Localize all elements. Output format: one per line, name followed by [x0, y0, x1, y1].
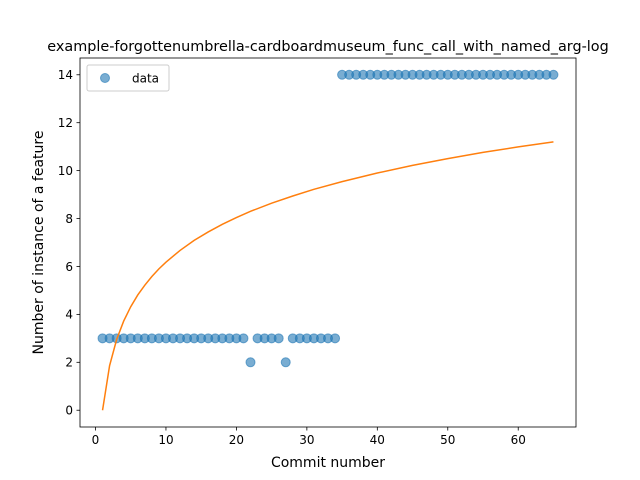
legend-box [86, 64, 170, 92]
x-tick-label: 20 [229, 433, 244, 447]
y-tick-label: 8 [65, 212, 73, 226]
x-tick-label: 60 [511, 433, 526, 447]
y-tick-label: 6 [65, 260, 73, 274]
y-tick-label: 12 [58, 116, 73, 130]
legend-label-data: data [132, 72, 159, 86]
data-point [273, 333, 284, 344]
y-tick-label: 2 [65, 356, 73, 370]
x-axis-label: Commit number [271, 455, 385, 471]
axes-frame [79, 57, 577, 428]
plot-area [97, 69, 559, 411]
ticks: 0 10 20 30 40 50 60 0 2 4 6 8 10 12 14 [58, 68, 526, 447]
data-point [330, 333, 341, 344]
fit-line [101, 141, 554, 411]
x-tick-label: 0 [92, 433, 100, 447]
y-axis-label: Number of instance of a feature [31, 131, 47, 355]
chart-title: example-forgottenumbrella-cardboardmuseu… [47, 39, 608, 55]
legend: data [86, 64, 170, 92]
x-tick-label: 10 [158, 433, 173, 447]
data-point [548, 69, 559, 80]
data-point [245, 357, 256, 368]
x-tick-label: 50 [440, 433, 455, 447]
x-tick-label: 30 [299, 433, 314, 447]
data-point [280, 357, 291, 368]
data-point [238, 333, 249, 344]
y-tick-label: 14 [58, 68, 73, 82]
x-tick-label: 40 [370, 433, 385, 447]
legend-marker-data [100, 73, 110, 83]
y-tick-label: 4 [65, 308, 73, 322]
y-tick-label: 0 [65, 404, 73, 418]
y-tick-label: 10 [58, 164, 73, 178]
